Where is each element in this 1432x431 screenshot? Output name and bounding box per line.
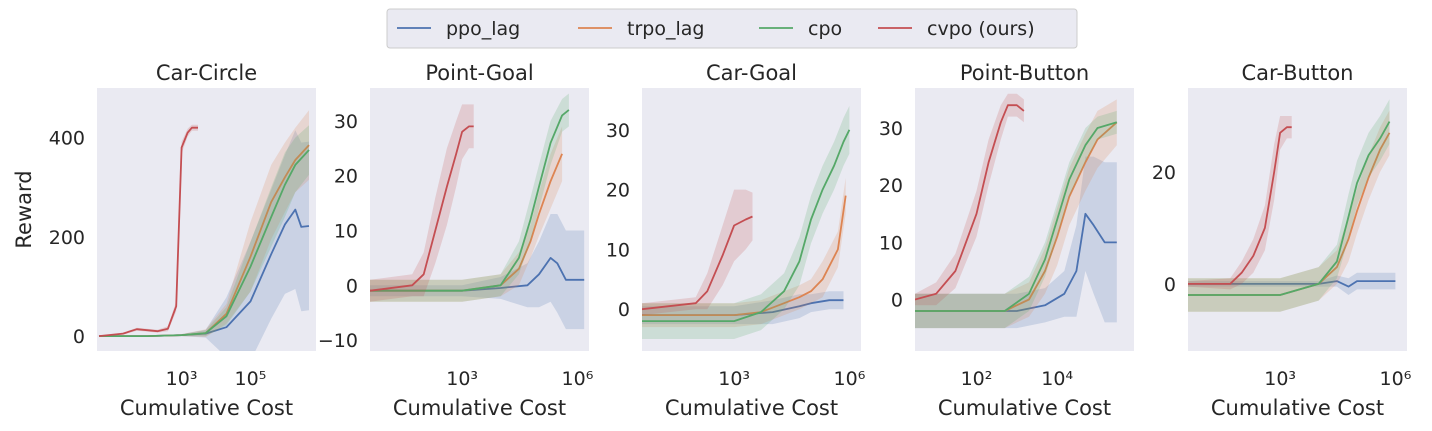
legend-label-cvpo: cvpo (ours) (927, 18, 1035, 40)
y-tick-label: 20 (606, 180, 630, 202)
series-group-point-goal (370, 93, 585, 330)
series-line-cpo (99, 149, 310, 337)
series-line-cpo (915, 121, 1118, 312)
series-line-trpo-lag (642, 195, 847, 316)
x-tick-label: 10⁶ (562, 368, 594, 390)
series-group-car-goal (642, 105, 851, 340)
series-line-cvpo-ours (370, 125, 474, 292)
y-tick-label: −10 (318, 330, 358, 352)
series-band-cpo (915, 110, 1117, 329)
series-line-cpo (642, 129, 851, 322)
series-line-cvpo-ours (915, 104, 1025, 301)
y-tick-label: 10 (879, 232, 903, 254)
y-tick-label: 20 (1152, 162, 1176, 184)
x-axis-label-car-circle: Cumulative Cost (120, 396, 293, 420)
series-band-trpo-lag (370, 126, 563, 302)
series-band-ppo-lag (370, 214, 585, 330)
x-axis-label-point-button: Cumulative Cost (938, 396, 1111, 420)
series-band-cvpo-ours (915, 93, 1024, 306)
series-band-cpo (1188, 99, 1390, 312)
chart-title-point-goal: Point-Goal (425, 61, 533, 85)
legend-entry-cpo: cpo (759, 18, 842, 40)
series-line-cvpo-ours (98, 126, 198, 337)
plot-area-point-goal (370, 88, 589, 351)
legend-entry-cvpo: cvpo (ours) (878, 18, 1035, 40)
legend: ppo_lag trpo_lag cpo cvpo (ours) (386, 8, 1078, 49)
chart-title-car-goal: Car-Goal (706, 61, 797, 85)
series-line-trpo-lag (915, 121, 1118, 312)
plot-area-car-circle (97, 88, 316, 351)
plot-area-point-button (915, 88, 1134, 351)
x-tick-label: 10³ (718, 368, 750, 390)
series-band-trpo-lag (642, 177, 846, 328)
y-tick-label: 30 (879, 118, 903, 140)
x-tick-label: 10² (961, 368, 993, 390)
series-line-ppo-lag (370, 257, 585, 292)
x-tick-label: 10³ (446, 368, 478, 390)
chart-car-button: Car-Button Cumulative Cost 0 20 10³ 10⁶ (1152, 61, 1412, 420)
series-group-point-button (915, 93, 1118, 329)
series-line-cpo (1188, 121, 1391, 296)
series-line-ppo-lag (1188, 280, 1396, 288)
legend-frame (386, 8, 1078, 49)
chart-point-button: Point-Button Cumulative Cost 0 10 20 30 10² 10⁴ (879, 61, 1134, 420)
y-axis-label-car-circle: Reward (12, 170, 36, 248)
chart-title-point-button: Point-Button (960, 61, 1089, 85)
x-tick-label: 10⁵ (235, 368, 267, 390)
x-axis-label-car-button: Cumulative Cost (1211, 396, 1384, 420)
plot-area-car-button (1188, 88, 1407, 351)
series-band-cpo (99, 125, 309, 337)
series-band-trpo-lag (99, 110, 309, 338)
series-line-ppo-lag (915, 212, 1117, 312)
series-band-cvpo-ours (1188, 116, 1292, 290)
y-tick-label: 30 (334, 111, 358, 133)
y-tick-label: 0 (891, 290, 903, 312)
x-axis-label-car-goal: Cumulative Cost (665, 396, 838, 420)
plot-area-car-goal (642, 88, 861, 351)
series-band-cpo (370, 93, 569, 302)
chart-car-circle: Car-Circle Cumulative Cost Reward 0 200 400 10… (12, 61, 316, 420)
legend-label-ppo_lag: ppo_lag (446, 18, 520, 40)
series-group-car-button (1188, 99, 1396, 312)
chart-title-car-circle: Car-Circle (156, 61, 257, 85)
legend-label-trpo_lag: trpo_lag (627, 18, 704, 40)
series-band-ppo-lag (915, 156, 1117, 329)
y-tick-label: 400 (49, 128, 85, 150)
y-tick-label: 10 (334, 220, 358, 242)
legend-entry-ppo_lag: ppo_lag (397, 18, 520, 40)
chart-car-goal: Car-Goal Cumulative Cost 0 10 20 30 10³ 10⁶ (606, 61, 866, 420)
x-tick-label: 10³ (1264, 368, 1296, 390)
x-tick-label: 10³ (166, 368, 198, 390)
series-band-ppo-lag (99, 130, 309, 351)
x-axis-label-point-goal: Cumulative Cost (393, 396, 566, 420)
series-band-cvpo-ours (642, 189, 753, 316)
x-tick-label: 10⁶ (1380, 368, 1412, 390)
y-tick-label: 0 (1164, 274, 1176, 296)
y-tick-label: 0 (618, 299, 630, 321)
y-tick-label: 20 (334, 166, 358, 188)
legend-entry-trpo_lag: trpo_lag (578, 18, 704, 40)
series-line-cvpo-ours (1188, 126, 1292, 285)
y-tick-label: 10 (606, 239, 630, 261)
series-line-cvpo-ours (642, 215, 753, 311)
y-tick-label: 30 (606, 120, 630, 142)
series-band-cvpo-ours (370, 104, 474, 302)
chart-point-goal: Point-Goal Cumulative Cost −10 0 10 20 30 10³ 10… (318, 61, 593, 420)
series-line-cpo (370, 109, 570, 292)
legend-label-cpo: cpo (808, 18, 842, 40)
y-tick-label: 200 (49, 227, 85, 249)
series-band-cpo (642, 105, 850, 340)
y-tick-label: 20 (879, 175, 903, 197)
y-tick-label: 0 (73, 326, 85, 348)
x-tick-label: 10⁴ (1041, 368, 1073, 390)
y-tick-label: 0 (346, 275, 358, 297)
series-group-car-circle (98, 110, 310, 351)
series-band-trpo-lag (915, 99, 1117, 329)
x-tick-label: 10⁶ (834, 368, 866, 390)
chart-title-car-button: Car-Button (1242, 61, 1354, 85)
